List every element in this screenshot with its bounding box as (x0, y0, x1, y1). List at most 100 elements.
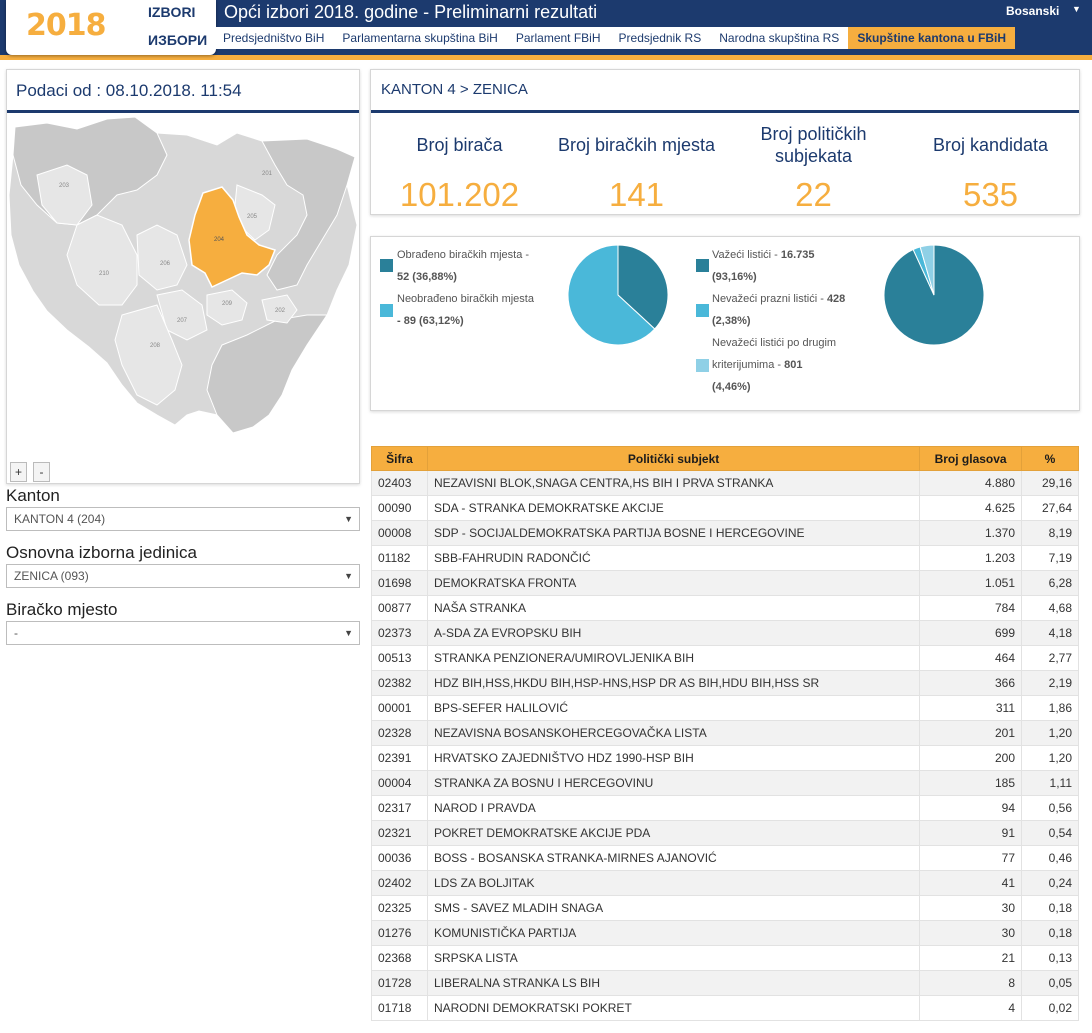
canton-map[interactable]: 203 205 204 206 210 209 207 202 208 201 (7, 115, 359, 475)
row-percent: 0,24 (1021, 870, 1079, 896)
tab-skupstine-kantona[interactable]: Skupštine kantona u FBiH (848, 27, 1015, 49)
bm-select-value: - (14, 626, 18, 640)
row-code: 02402 (371, 870, 428, 896)
oij-select-value: ZENICA (093) (14, 569, 89, 583)
izbori-logo[interactable]: 2018 IZBORI ИЗБОРИ (6, 0, 216, 55)
table-row[interactable]: 00090 SDA - STRANKA DEMOKRATSKE AKCIJE 4.6… (371, 495, 1079, 521)
table-row[interactable]: 01276 KOMUNISTIČKA PARTIJA 30 0,18 (371, 920, 1079, 946)
election-tabs: Predsjedništvo BiH Parlamentarna skupšti… (214, 27, 1015, 49)
table-row[interactable]: 02382 HDZ BIH,HSS,HKDU BIH,HSP-HNS,HSP DR… (371, 670, 1079, 696)
legend-invalid-other-value: 801 (784, 359, 803, 371)
table-row[interactable]: 02403 NEZAVISNI BLOK,SNAGA CENTRA,HS BIH … (371, 470, 1079, 496)
table-row[interactable]: 01182 SBB-FAHRUDIN RADONČIĆ 1.203 7,19 (371, 545, 1079, 571)
row-percent: 4,68 (1021, 595, 1079, 621)
map-label-207: 207 (177, 318, 188, 324)
table-row[interactable]: 01728 LIBERALNA STRANKA LS BIH 8 0,05 (371, 970, 1079, 996)
map-region-208[interactable] (114, 304, 183, 406)
col-header-percent[interactable]: % (1021, 446, 1079, 471)
zoom-in-button[interactable]: + (10, 462, 27, 482)
stat-polling-stations: Broj biračkih mjesta 141 (548, 122, 725, 214)
stat-value: 535 (962, 176, 1019, 213)
row-code: 02403 (371, 470, 428, 496)
bm-select[interactable]: - ▼ (6, 621, 360, 645)
map-region-209[interactable] (206, 289, 248, 326)
pie-slice-processed[interactable] (617, 244, 669, 330)
map-label-208: 208 (150, 343, 161, 349)
chevron-down-icon: ▼ (344, 628, 353, 638)
row-subject: NEZAVISNI BLOK,SNAGA CENTRA,HS BIH I PRV… (426, 470, 921, 496)
row-subject: A-SDA ZA EVROPSKU BIH (426, 620, 921, 646)
kanton-select[interactable]: KANTON 4 (204) ▼ (6, 507, 360, 531)
map-region-210[interactable] (66, 214, 138, 306)
table-row[interactable]: 01698 DEMOKRATSKA FRONTA 1.051 6,28 (371, 570, 1079, 596)
row-votes: 201 (919, 720, 1023, 746)
table-row[interactable]: 00513 STRANKA PENZIONERA/UMIROVLJENIKA BI… (371, 645, 1079, 671)
table-row[interactable]: 02328 NEZAVISNA BOSANSKOHERCEGOVAČKA LIST… (371, 720, 1079, 746)
row-votes: 30 (919, 920, 1023, 946)
table-row[interactable]: 00001 BPS-SEFER HALILOVIĆ 311 1,86 (371, 695, 1079, 721)
language-selector[interactable]: Bosanski (1006, 4, 1060, 18)
chevron-down-icon[interactable]: ▼ (1072, 4, 1081, 14)
table-row[interactable]: 01718 NARODNI DEMOKRATSKI POKRET 4 0,02 (371, 995, 1079, 1021)
row-code: 00001 (371, 695, 428, 721)
table-row[interactable]: 00004 STRANKA ZA BOSNU I HERCEGOVINU 185 1,… (371, 770, 1079, 796)
map-region-202[interactable] (261, 294, 298, 324)
row-subject: STRANKA PENZIONERA/UMIROVLJENIKA BIH (426, 645, 921, 671)
row-subject: SDA - STRANKA DEMOKRATSKE AKCIJE (426, 495, 921, 521)
zoom-out-button[interactable]: - (33, 462, 50, 482)
legend-invalid-other-text: kriterijumima - (712, 359, 782, 371)
table-row[interactable]: 00036 BOSS - BOSANSKA STRANKA-MIRNES AJAN… (371, 845, 1079, 871)
table-row[interactable]: 02325 SMS - SAVEZ MLADIH SNAGA 30 0,18 (371, 895, 1079, 921)
header-accent-stripe (0, 55, 1092, 60)
legend-swatch-invalid-other (696, 359, 709, 372)
row-percent: 29,16 (1021, 470, 1079, 496)
stat-political-subjects: Broj političkih subjekata 22 (725, 122, 902, 214)
map-region-206[interactable] (136, 224, 188, 291)
row-code: 02382 (371, 670, 428, 696)
map-region-204-selected[interactable] (188, 186, 276, 288)
col-header-votes[interactable]: Broj glasova (919, 446, 1023, 471)
row-code: 02391 (371, 745, 428, 771)
oij-select[interactable]: ZENICA (093) ▼ (6, 564, 360, 588)
table-row[interactable]: 00877 NAŠA STRANKA 784 4,68 (371, 595, 1079, 621)
table-row[interactable]: 02402 LDS ZA BOLJITAK 41 0,24 (371, 870, 1079, 896)
stat-label: Broj birača (416, 135, 503, 155)
col-header-subject[interactable]: Politički subjekt (426, 446, 921, 471)
table-row[interactable]: 00008 SDP - SOCIJALDEMOKRATSKA PARTIJA BO… (371, 520, 1079, 546)
row-code: 00004 (371, 770, 428, 796)
oij-label: Osnovna izborna jedinica (6, 543, 197, 562)
divider (7, 110, 359, 113)
map-region-rs-east[interactable] (261, 138, 356, 291)
data-timestamp: Podaci od : 08.10.2018. 11:54 (16, 81, 242, 100)
row-votes: 91 (919, 820, 1023, 846)
tab-parlamentarna-skupstina-bih[interactable]: Parlamentarna skupština BiH (333, 27, 507, 49)
table-row[interactable]: 02373 A-SDA ZA EVROPSKU BIH 699 4,18 (371, 620, 1079, 646)
map-panel: Podaci od : 08.10.2018. 11:54 203 205 20… (6, 69, 360, 484)
row-percent: 2,77 (1021, 645, 1079, 671)
legend-invalid-other-label1: Nevažeći listići po drugim (712, 337, 837, 349)
tab-predsjednistvo-bih[interactable]: Predsjedništvo BiH (214, 27, 334, 49)
tab-predsjednik-rs[interactable]: Predsjednik RS (609, 27, 711, 49)
table-row[interactable]: 02321 POKRET DEMOKRATSKE AKCIJE PDA 91 0,54 (371, 820, 1079, 846)
map-label-203: 203 (59, 183, 70, 189)
table-row[interactable]: 02391 HRVATSKO ZAJEDNIŠTVO HDZ 1990-HSP B… (371, 745, 1079, 771)
pie-slice-invalid-other[interactable] (919, 244, 935, 296)
tab-narodna-skupstina-rs[interactable]: Narodna skupština RS (710, 27, 849, 49)
map-label-205: 205 (247, 214, 258, 220)
row-votes: 41 (919, 870, 1023, 896)
pie-slice-unprocessed[interactable] (567, 244, 656, 346)
row-subject: NEZAVISNA BOSANSKOHERCEGOVAČKA LISTA (426, 720, 921, 746)
col-header-code[interactable]: Šifra (371, 446, 428, 471)
legend-valid-label: Važeći listići - 16.735 (712, 244, 815, 266)
row-percent: 27,64 (1021, 495, 1079, 521)
row-votes: 311 (919, 695, 1023, 721)
row-votes: 784 (919, 595, 1023, 621)
table-row[interactable]: 02368 SRPSKA LISTA 21 0,13 (371, 945, 1079, 971)
row-votes: 464 (919, 645, 1023, 671)
page-title: Opći izbori 2018. godine - Preliminarni … (224, 2, 598, 22)
tab-parlament-fbih[interactable]: Parlament FBiH (506, 27, 610, 49)
map-region-203[interactable] (36, 164, 93, 226)
table-row[interactable]: 02317 NAROD I PRAVDA 94 0,56 (371, 795, 1079, 821)
breadcrumb: KANTON 4 > ZENICA (381, 81, 528, 98)
row-votes: 366 (919, 670, 1023, 696)
